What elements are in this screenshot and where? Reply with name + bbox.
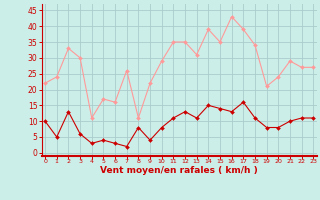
X-axis label: Vent moyen/en rafales ( km/h ): Vent moyen/en rafales ( km/h ) [100,166,258,175]
